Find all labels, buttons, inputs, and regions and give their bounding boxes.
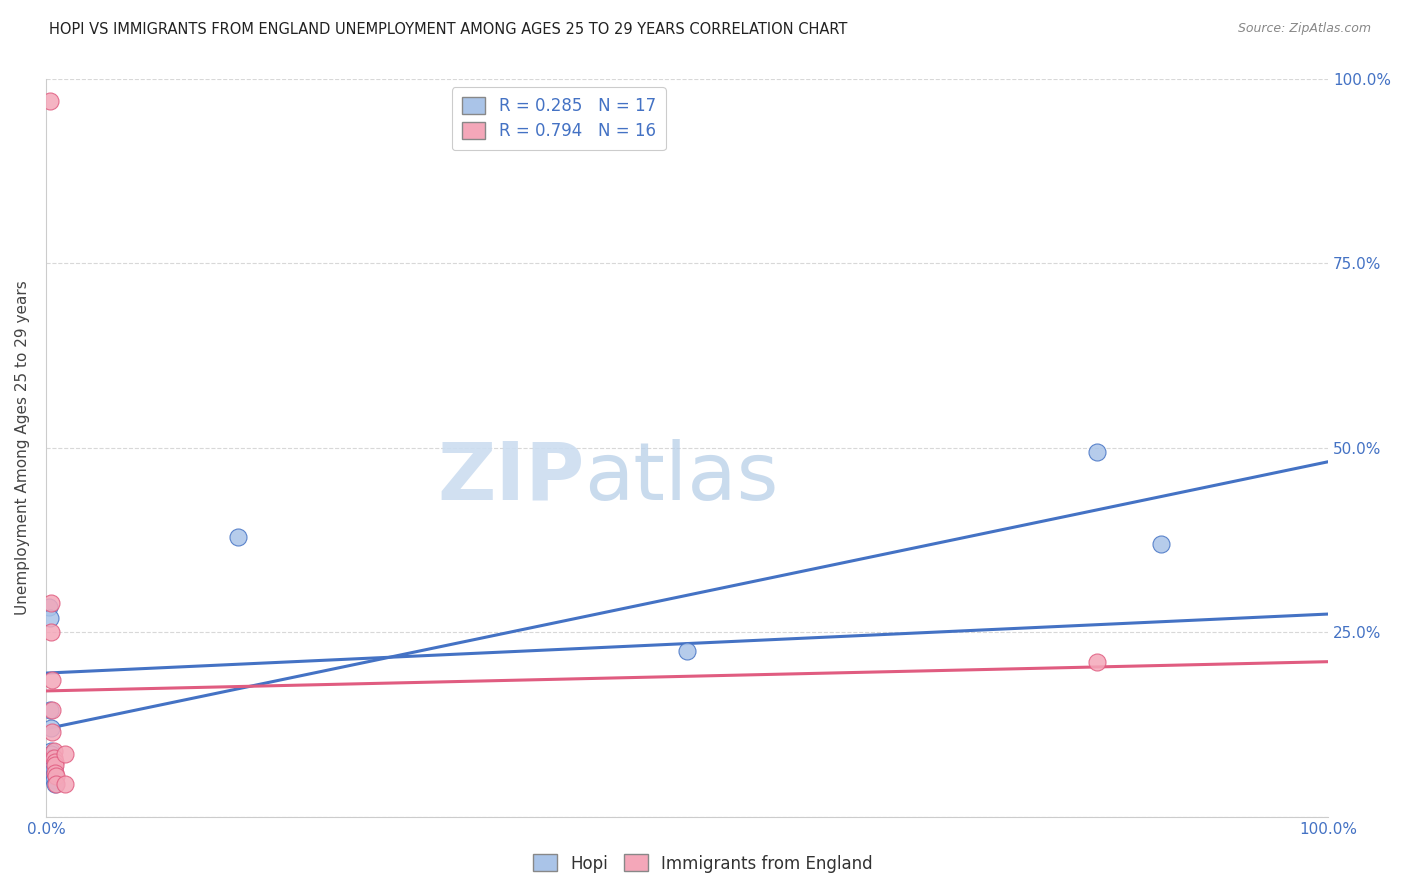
Point [42,762,65,776]
Text: ZIP: ZIP [437,439,585,516]
Point [41,703,63,717]
Point [38,703,60,717]
Text: Source: ZipAtlas.com: Source: ZipAtlas.com [1237,22,1371,36]
Point [42,743,65,757]
Point [41,673,63,688]
Point [44,765,66,780]
Point [39,743,62,757]
Point [39,747,62,762]
Point [39,596,62,610]
Point [41,762,63,776]
Point [38,94,60,108]
Point [42,773,65,788]
Point [41,755,63,769]
Point [44,755,66,769]
Point [676,644,699,658]
Point [44,777,66,791]
Point [1085,655,1108,669]
Point [38,611,60,625]
Point [1150,537,1173,551]
Point [42,751,65,765]
Point [39,625,62,640]
Point [41,725,63,739]
Point [1085,444,1108,458]
Point [38,599,60,614]
Point [226,530,249,544]
Point [45,769,67,783]
Y-axis label: Unemployment Among Ages 25 to 29 years: Unemployment Among Ages 25 to 29 years [15,281,30,615]
Point [45,777,67,791]
Point [39,722,62,736]
Text: atlas: atlas [585,439,779,516]
Legend: Hopi, Immigrants from England: Hopi, Immigrants from England [527,847,879,880]
Legend: R = 0.285   N = 17, R = 0.794   N = 16: R = 0.285 N = 17, R = 0.794 N = 16 [451,87,665,151]
Point [42,769,65,783]
Point [53,747,76,762]
Point [53,777,76,791]
Point [44,758,66,772]
Text: HOPI VS IMMIGRANTS FROM ENGLAND UNEMPLOYMENT AMONG AGES 25 TO 29 YEARS CORRELATI: HOPI VS IMMIGRANTS FROM ENGLAND UNEMPLOY… [49,22,848,37]
Point [41,751,63,765]
